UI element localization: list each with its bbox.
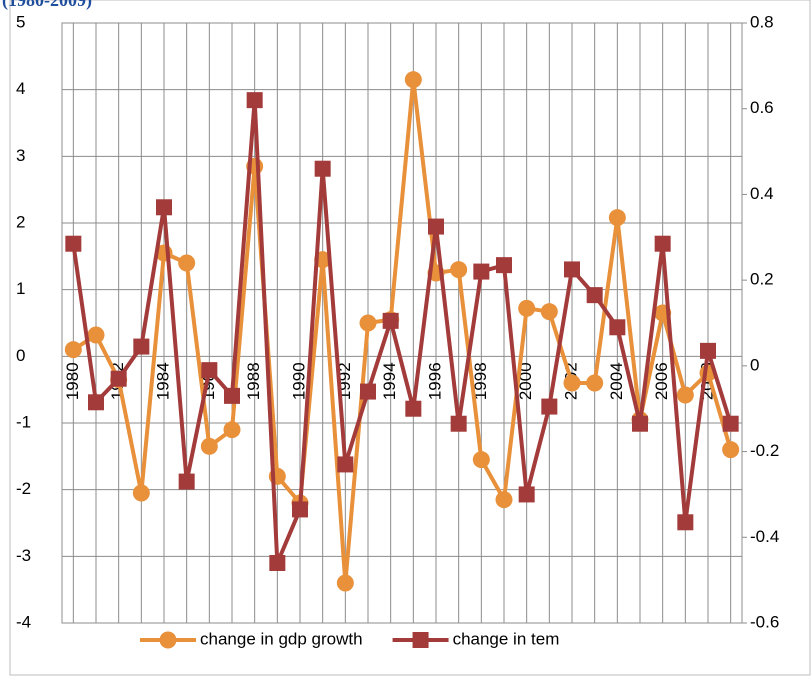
point bbox=[609, 319, 626, 336]
y-tick-label: -1 bbox=[16, 412, 31, 431]
point bbox=[314, 160, 331, 177]
point bbox=[88, 394, 104, 411]
point bbox=[676, 386, 694, 404]
point bbox=[450, 261, 468, 279]
point bbox=[65, 235, 82, 252]
point bbox=[541, 398, 558, 415]
point bbox=[133, 338, 150, 355]
point bbox=[608, 209, 626, 227]
point bbox=[87, 326, 105, 344]
y2-tick-label: -0.2 bbox=[750, 441, 779, 460]
point bbox=[722, 415, 739, 432]
point bbox=[518, 299, 536, 317]
point bbox=[632, 415, 648, 432]
x-tick-label: 1994 bbox=[380, 362, 399, 400]
x-tick-label: 2004 bbox=[607, 362, 626, 400]
point bbox=[360, 383, 376, 400]
point bbox=[201, 362, 218, 379]
point bbox=[223, 421, 241, 439]
y-tick-label: 4 bbox=[16, 79, 25, 98]
point bbox=[495, 491, 513, 509]
point bbox=[563, 374, 581, 392]
point bbox=[472, 451, 490, 469]
point bbox=[110, 370, 127, 387]
x-tick-label: 1990 bbox=[289, 362, 308, 400]
y-tick-label: 5 bbox=[16, 12, 25, 31]
point bbox=[382, 312, 399, 329]
y2-tick-label: 0 bbox=[750, 355, 759, 374]
y2-tick-label: 0.2 bbox=[750, 270, 774, 289]
point bbox=[722, 441, 740, 459]
point bbox=[700, 342, 716, 359]
point bbox=[677, 514, 694, 531]
point bbox=[654, 235, 671, 252]
y2-tick-label: -0.6 bbox=[750, 612, 779, 631]
point bbox=[473, 263, 490, 280]
point bbox=[405, 400, 422, 417]
x-tick-label: 1988 bbox=[244, 362, 263, 400]
point bbox=[404, 71, 422, 89]
point bbox=[428, 218, 444, 235]
point bbox=[336, 574, 354, 592]
x-tick-label: 1980 bbox=[63, 362, 82, 400]
y2-tick-label: 0.8 bbox=[750, 12, 774, 31]
legend-label: change in tem bbox=[453, 629, 560, 648]
y-tick-label: -4 bbox=[16, 612, 31, 631]
point bbox=[540, 303, 558, 321]
point bbox=[337, 456, 354, 473]
y-tick-label: -2 bbox=[16, 479, 31, 498]
point bbox=[224, 387, 240, 404]
point bbox=[269, 555, 286, 571]
x-tick-label: 1984 bbox=[153, 362, 172, 400]
point bbox=[132, 484, 150, 502]
legend-marker bbox=[412, 632, 429, 648]
point bbox=[64, 341, 82, 359]
point bbox=[292, 501, 308, 518]
point bbox=[200, 437, 218, 455]
y2-tick-label: 0.6 bbox=[750, 98, 774, 117]
point bbox=[518, 486, 535, 503]
y2-tick-label: 0.4 bbox=[750, 184, 774, 203]
point bbox=[246, 92, 263, 109]
y-tick-label: 1 bbox=[16, 279, 25, 298]
point bbox=[156, 199, 172, 216]
point bbox=[586, 374, 604, 392]
legend-marker bbox=[159, 631, 177, 649]
y2-tick-label: -0.4 bbox=[750, 527, 779, 546]
y-tick-label: -3 bbox=[16, 546, 31, 565]
series-line bbox=[71, 98, 733, 565]
x-tick-label: 1998 bbox=[471, 362, 490, 400]
x-tick-label: 1996 bbox=[425, 362, 444, 400]
point bbox=[359, 314, 377, 332]
point bbox=[586, 287, 603, 304]
plot-frame bbox=[61, 22, 743, 624]
point bbox=[178, 254, 196, 272]
legend-label: change in gdp growth bbox=[200, 629, 363, 648]
chart-border bbox=[9, 0, 811, 676]
y-tick-label: 3 bbox=[16, 146, 25, 165]
point bbox=[178, 473, 195, 490]
y-tick-label: 2 bbox=[16, 212, 25, 231]
y-tick-label: 0 bbox=[16, 346, 25, 365]
point bbox=[564, 261, 580, 278]
x-tick-label: 2006 bbox=[652, 362, 671, 400]
point bbox=[450, 415, 467, 432]
chart-title: (1980-2009) bbox=[2, 0, 92, 11]
series-line bbox=[72, 77, 733, 585]
point bbox=[496, 257, 512, 274]
